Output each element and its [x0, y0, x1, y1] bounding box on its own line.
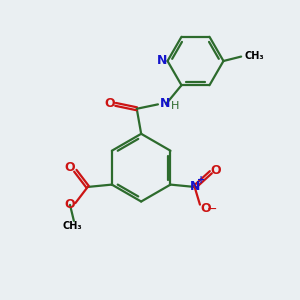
Text: O: O — [211, 164, 221, 177]
Text: N: N — [159, 97, 170, 110]
Text: N: N — [190, 180, 201, 193]
Text: H: H — [171, 100, 179, 110]
Text: O: O — [65, 161, 75, 174]
Text: N: N — [157, 55, 167, 68]
Text: O: O — [104, 97, 115, 110]
Text: O: O — [65, 198, 75, 212]
Text: CH₃: CH₃ — [245, 51, 264, 61]
Text: O: O — [200, 202, 211, 215]
Text: +: + — [197, 175, 205, 185]
Text: −: − — [206, 203, 217, 216]
Text: CH₃: CH₃ — [63, 221, 82, 231]
